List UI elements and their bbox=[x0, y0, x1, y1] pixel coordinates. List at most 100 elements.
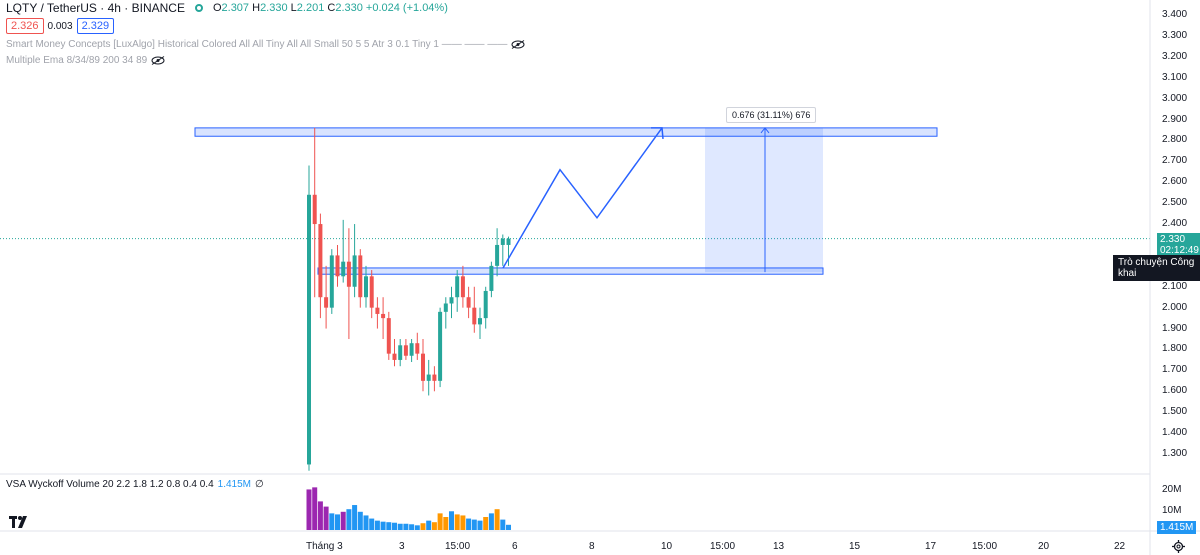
current-price-badge: 2.330 02:12:49 bbox=[1157, 233, 1200, 257]
drawings bbox=[502, 127, 770, 273]
volume-bars bbox=[306, 487, 511, 530]
volume-bar bbox=[477, 520, 483, 530]
volume-bar bbox=[420, 523, 426, 530]
candle-body bbox=[483, 290, 488, 319]
vsa-value: 1.415M bbox=[217, 479, 251, 490]
time-tick: 13 bbox=[773, 541, 785, 552]
candle-body bbox=[312, 194, 317, 225]
volume-bar bbox=[346, 509, 352, 530]
time-tick: 10 bbox=[661, 541, 673, 552]
candle-body bbox=[426, 374, 431, 381]
volume-bar bbox=[466, 518, 472, 530]
symbol-legend[interactable]: LQTY / TetherUS · 4h · BINANCE O2.307 H2… bbox=[6, 1, 448, 15]
symbol-title[interactable]: LQTY / TetherUS · 4h · BINANCE bbox=[6, 1, 185, 15]
volume-bar bbox=[317, 501, 323, 530]
candle-body bbox=[369, 276, 374, 308]
price-tick: 3.400 bbox=[1162, 9, 1188, 20]
tradingview-logo-icon[interactable] bbox=[9, 516, 31, 528]
volume-bar bbox=[340, 511, 346, 530]
candle-body bbox=[352, 255, 357, 287]
candle-body bbox=[346, 261, 351, 287]
candle-body bbox=[500, 238, 505, 245]
price-range-measure-box[interactable] bbox=[705, 127, 823, 273]
candle-body bbox=[364, 276, 368, 298]
volume-bar bbox=[471, 519, 477, 530]
market-status-icon[interactable] bbox=[194, 4, 203, 12]
candle-body bbox=[381, 313, 386, 319]
vsa-extra: ∅ bbox=[255, 479, 264, 490]
smc-indicator-legend[interactable]: Smart Money Concepts [LuxAlgo] Historica… bbox=[6, 39, 525, 50]
eye-hidden-icon[interactable] bbox=[511, 40, 525, 49]
candle-body bbox=[495, 244, 500, 266]
vsa-indicator-label[interactable]: VSA Wyckoff Volume 20 2.2 1.8 1.2 0.8 0.… bbox=[6, 479, 214, 490]
candle-body bbox=[443, 303, 448, 312]
price-tick: 1.600 bbox=[1162, 385, 1188, 397]
candle-body bbox=[392, 353, 397, 360]
eye-hidden-icon[interactable] bbox=[151, 56, 165, 65]
ema-indicator-label[interactable]: Multiple Ema 8/34/89 200 34 89 bbox=[6, 55, 148, 66]
candle-body bbox=[466, 297, 471, 308]
volume-bar bbox=[494, 509, 500, 530]
volume-bar bbox=[449, 511, 454, 530]
ema-indicator-legend[interactable]: Multiple Ema 8/34/89 200 34 89 bbox=[6, 55, 165, 66]
candle-countdown: 02:12:49 bbox=[1160, 245, 1199, 256]
candle-body bbox=[415, 343, 420, 354]
candle-body bbox=[472, 307, 477, 325]
candlesticks bbox=[307, 127, 511, 471]
price-tick: 2.900 bbox=[1162, 113, 1188, 125]
bid-ask-row: 2.326 0.003 2.329 bbox=[6, 18, 115, 34]
volume-bar bbox=[414, 525, 420, 530]
current-price-value: 2.330 bbox=[1160, 234, 1186, 245]
smc-indicator-label[interactable]: Smart Money Concepts [LuxAlgo] Historica… bbox=[6, 39, 508, 50]
candle-body bbox=[455, 276, 460, 298]
volume-bar bbox=[312, 487, 318, 530]
volume-current-badge: 1.415M bbox=[1157, 521, 1197, 534]
volume-bar bbox=[374, 520, 380, 530]
measure-arrowhead bbox=[760, 127, 770, 134]
ohlc-values: O2.307 H2.330 L2.201 C2.330 +0.024 (+1.0… bbox=[212, 2, 448, 14]
price-tick: 1.500 bbox=[1162, 406, 1188, 418]
candle-body bbox=[409, 343, 414, 356]
buy-price-button[interactable]: 2.329 bbox=[76, 18, 115, 34]
volume-tick: 10M bbox=[1162, 505, 1182, 516]
vsa-indicator-legend[interactable]: VSA Wyckoff Volume 20 2.2 1.8 1.2 0.8 0.… bbox=[6, 479, 264, 490]
candle-body bbox=[386, 318, 391, 354]
settings-gear-icon[interactable] bbox=[1172, 540, 1185, 553]
price-tick: 2.800 bbox=[1162, 134, 1188, 146]
price-tick: 3.000 bbox=[1162, 92, 1188, 104]
volume-bar bbox=[488, 513, 494, 530]
price-tick: 2.100 bbox=[1162, 280, 1188, 292]
price-tick: 3.100 bbox=[1162, 71, 1188, 83]
measure-label[interactable]: 0.676 (31.11%) 676 bbox=[726, 107, 817, 123]
candle-body bbox=[318, 224, 323, 298]
price-tick: 2.000 bbox=[1162, 301, 1188, 313]
sell-price-button[interactable]: 2.326 bbox=[6, 18, 44, 34]
time-tick: Tháng 3 bbox=[306, 541, 343, 552]
candle-body bbox=[421, 353, 425, 381]
candle-body bbox=[449, 297, 454, 304]
candle-body bbox=[358, 255, 363, 298]
candle-body bbox=[403, 345, 408, 356]
supply-demand-zones bbox=[194, 127, 938, 275]
projection-path[interactable] bbox=[502, 127, 663, 269]
supply-zone-rectangle[interactable] bbox=[194, 127, 938, 137]
time-tick: 15 bbox=[849, 541, 861, 552]
volume-bar bbox=[357, 511, 363, 530]
price-tick: 1.700 bbox=[1162, 364, 1188, 376]
candle-body bbox=[460, 276, 465, 298]
projection-arrowhead bbox=[651, 127, 664, 139]
volume-bar bbox=[483, 517, 489, 530]
volume-bar bbox=[426, 520, 432, 530]
candle-body bbox=[375, 307, 380, 314]
volume-bar bbox=[431, 522, 437, 530]
volume-bar bbox=[323, 506, 329, 530]
demand-zone-rectangle[interactable] bbox=[317, 267, 824, 275]
price-tick: 1.900 bbox=[1162, 322, 1188, 334]
public-chat-label[interactable]: Trò chuyện Công khai bbox=[1113, 255, 1200, 281]
volume-bar bbox=[409, 524, 415, 530]
volume-bar bbox=[329, 513, 335, 530]
time-tick: 8 bbox=[589, 541, 595, 552]
volume-bar bbox=[352, 505, 358, 530]
candle-body bbox=[506, 238, 511, 245]
